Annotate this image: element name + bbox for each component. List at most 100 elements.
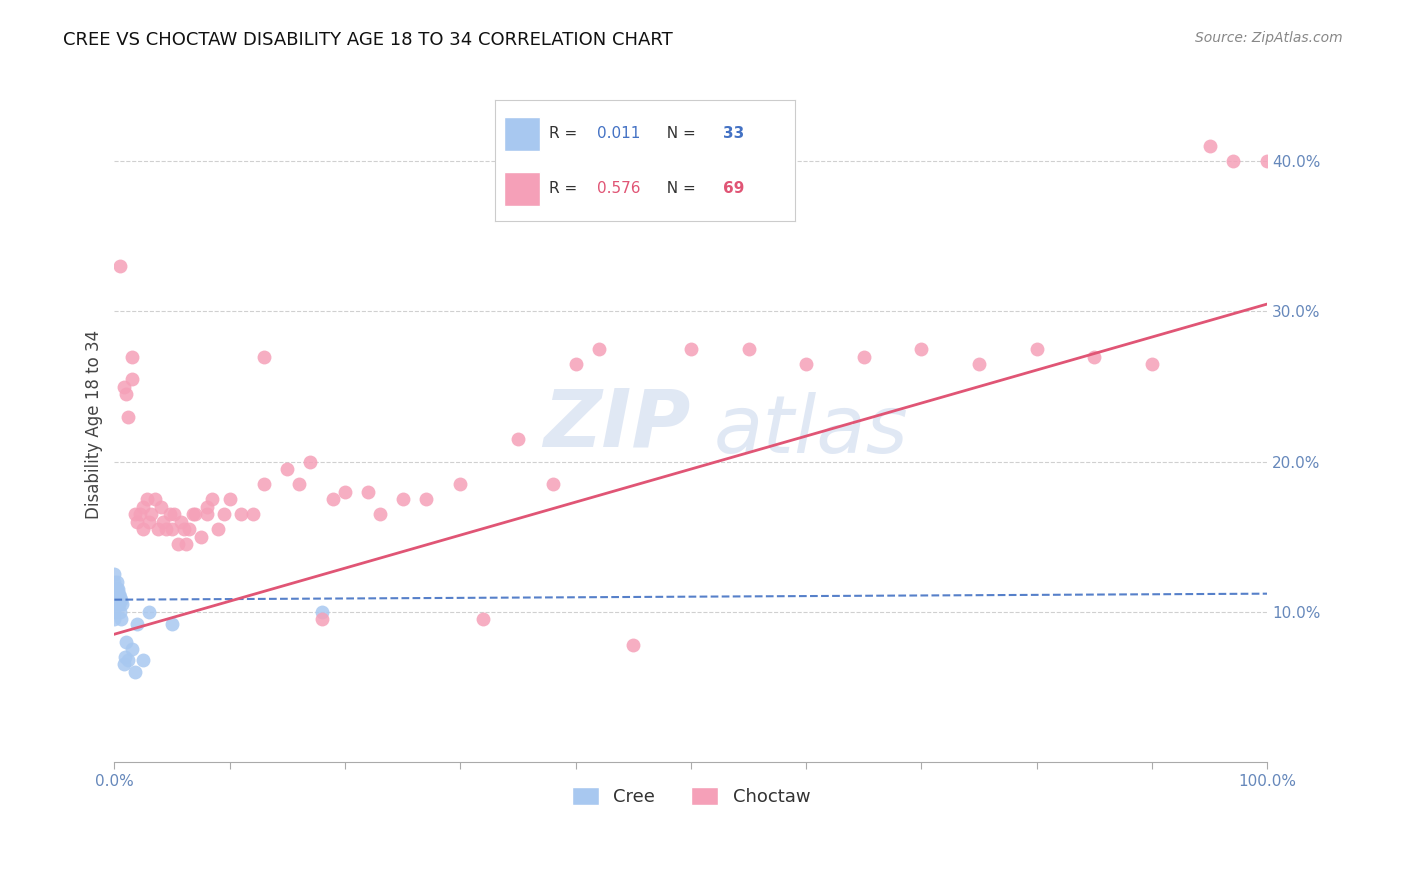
Point [110,592,132,607]
Point [108,605,131,619]
Point [149,500,172,514]
Point [103,605,125,619]
Point [190,530,212,544]
Point [910,342,932,356]
Point [472,612,495,626]
Point [288,477,311,491]
Point [107,592,129,607]
Point [201,492,224,507]
Point [103,567,125,582]
Y-axis label: Disability Age 18 to 34: Disability Age 18 to 34 [86,329,103,518]
Point [1198,139,1220,153]
Point [415,492,437,507]
Point [449,477,471,491]
Point [207,522,229,536]
Point [103,587,125,601]
Point [124,507,146,521]
Point [564,357,586,371]
Point [1256,154,1278,169]
Point [108,590,131,604]
Point [121,372,143,386]
Point [124,665,146,679]
Point [166,537,188,551]
Text: Source: ZipAtlas.com: Source: ZipAtlas.com [1195,31,1343,45]
Point [242,507,264,521]
Point [368,507,391,521]
Point [105,590,128,604]
Point [107,582,129,597]
Point [212,507,235,521]
Point [115,387,138,401]
Point [110,612,132,626]
Point [253,477,276,491]
Point [152,515,174,529]
Point [967,357,990,371]
Point [132,522,155,536]
Point [506,432,529,446]
Point [179,522,201,536]
Point [173,522,195,536]
Point [311,612,333,626]
Point [160,522,183,536]
Point [357,484,380,499]
Point [111,597,134,611]
Point [299,454,322,468]
Point [195,500,218,514]
Point [794,357,817,371]
Point [541,477,564,491]
Point [121,642,143,657]
Point [132,653,155,667]
Point [103,590,125,604]
Point [1140,357,1163,371]
Point [103,592,125,607]
Text: ZIP: ZIP [544,385,690,463]
Point [155,522,177,536]
Point [112,657,135,672]
Point [148,522,170,536]
Point [159,507,181,521]
Point [322,492,344,507]
Point [1222,154,1244,169]
Text: atlas: atlas [714,392,908,470]
Point [103,597,125,611]
Point [588,342,610,356]
Point [737,342,759,356]
Point [143,492,166,507]
Point [105,574,128,589]
Point [163,507,186,521]
Point [852,350,875,364]
Point [138,515,160,529]
Point [128,507,150,521]
Point [117,409,139,424]
Point [1083,350,1105,364]
Point [132,500,155,514]
Point [135,492,157,507]
Point [170,515,193,529]
Point [621,638,644,652]
Point [103,612,125,626]
Point [174,537,197,551]
Point [103,574,125,589]
Point [117,653,139,667]
Point [1025,342,1047,356]
Point [114,649,136,664]
Point [103,582,125,597]
Point [276,462,298,476]
Point [141,507,163,521]
Point [184,507,207,521]
Point [679,342,702,356]
Text: CREE VS CHOCTAW DISABILITY AGE 18 TO 34 CORRELATION CHART: CREE VS CHOCTAW DISABILITY AGE 18 TO 34 … [63,31,673,49]
Point [195,507,218,521]
Point [160,616,183,631]
Point [115,634,138,648]
Point [253,350,276,364]
Point [333,484,356,499]
Point [181,507,204,521]
Point [231,507,253,521]
Point [391,492,413,507]
Point [311,605,333,619]
Point [127,616,149,631]
Point [121,350,143,364]
Point [127,515,149,529]
Point [108,587,131,601]
